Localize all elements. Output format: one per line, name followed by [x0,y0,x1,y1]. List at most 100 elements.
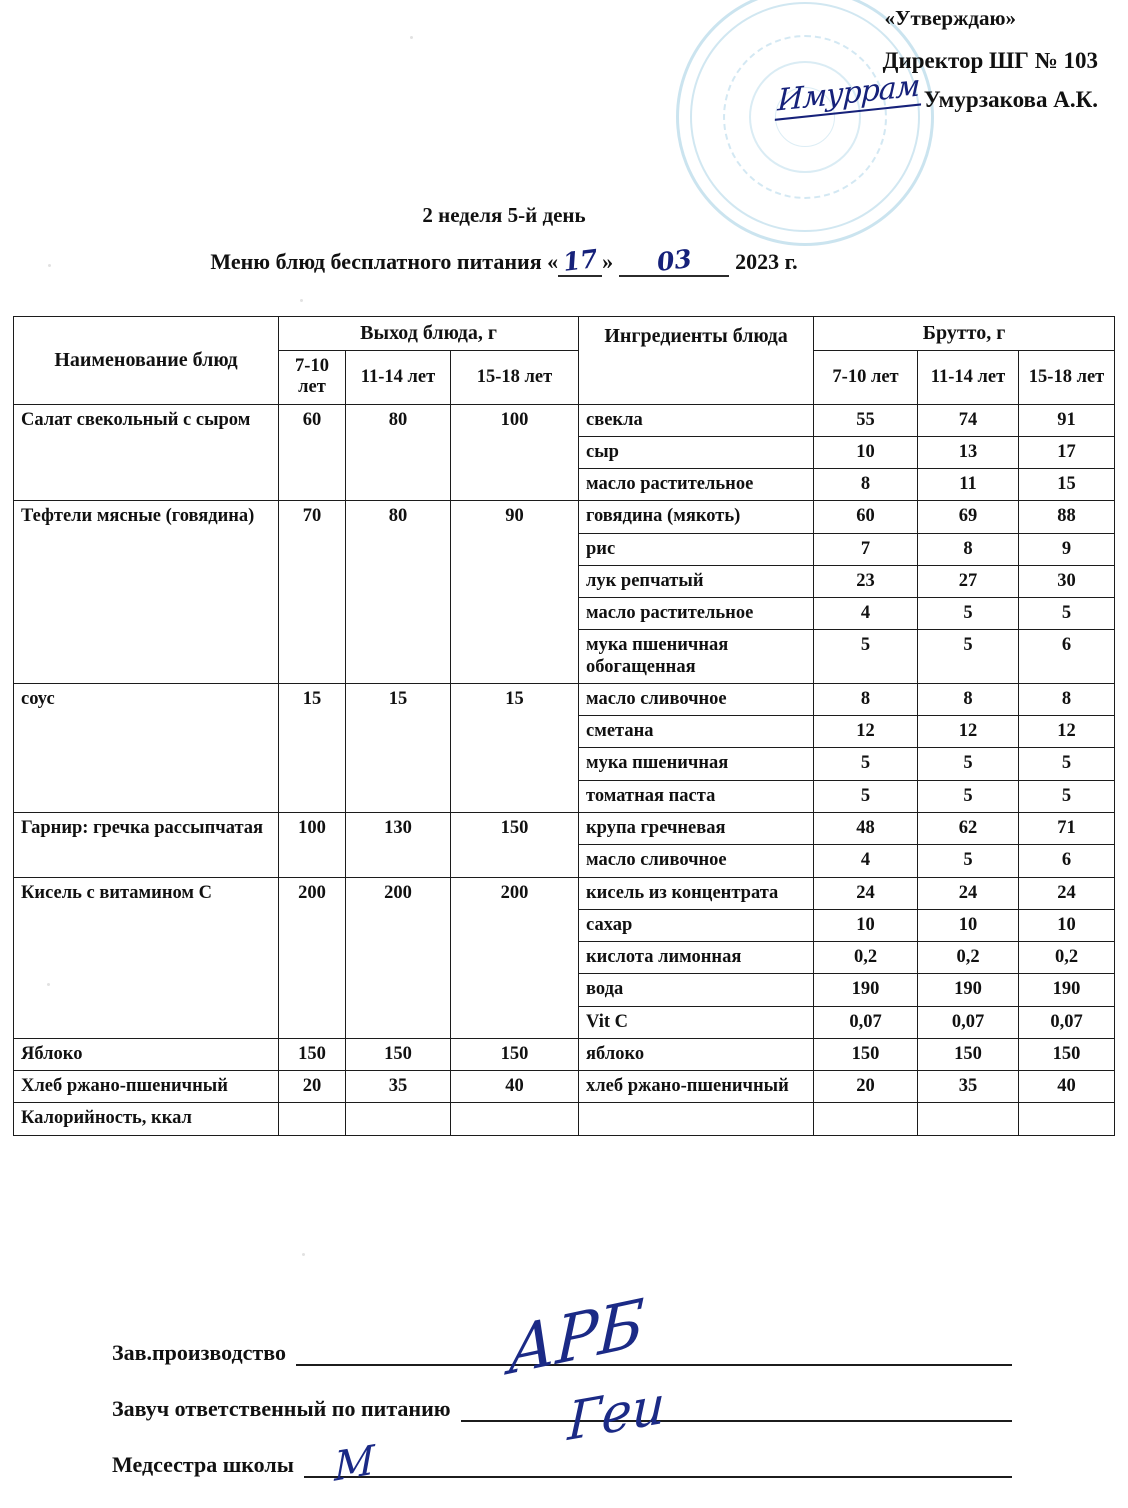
table-row: масло растительное 4 5 5 [14,597,1116,631]
header-gross-age-7-10: 7-10 лет [813,350,919,405]
ingredient-gross-cell: 0,2 [1018,941,1116,975]
ingredient-gross-cell: 5 [813,629,919,684]
signature-line-nurse: Медсестра школы М [112,1437,1012,1491]
scan-speck [410,36,413,39]
ingredient-gross-cell: 5 [917,597,1020,631]
calorie-output-cell [449,1102,580,1136]
ingredient-gross-cell: 190 [813,973,919,1007]
ingredient-gross-cell: 5 [1018,597,1116,631]
ingredient-name-cell: сыр [578,435,815,470]
ingredient-gross-cell: 9 [1018,532,1116,566]
ingredient-name-cell: Vit C [578,1005,815,1039]
header-ingredients: Ингредиенты блюда [578,316,815,405]
ingredient-name-cell: говядина (мякоть) [578,500,815,534]
dish-output-cell: 150 [278,1037,346,1072]
dish-output-cell: 20 [278,1070,346,1104]
ingredient-gross-cell: 8 [813,682,919,717]
dish-output-cell: 15 [345,682,451,813]
ingredient-gross-cell: 71 [1018,811,1116,846]
ingredient-gross-cell: 190 [1018,973,1116,1007]
table-row: сметана 12 12 12 [14,715,1116,749]
ingredient-gross-cell: 7 [813,532,919,566]
ingredient-name-cell: сметана [578,715,815,749]
header-output-group: Выход блюда, г [277,316,580,351]
calorie-total-row: Калорийность, ккал [13,1102,1116,1136]
ingredient-gross-cell: 150 [917,1037,1020,1072]
dish-output-cell: 100 [449,403,580,502]
ingredient-gross-cell: 20 [813,1070,919,1104]
ingredient-gross-cell: 62 [917,811,1020,846]
ingredient-name-cell: свекла [578,403,815,437]
director-name-text: Умурзакова А.К. [923,86,1098,112]
table-row: Салат свекольный с сыром 60 80 100 свекла 55 7… [13,403,1116,502]
director-signature: Имуррам [774,68,922,121]
table-row: рис 7 8 9 [14,532,1116,566]
menu-table: Наименование блюд Выход блюда, г Ингреди… [13,316,1116,1136]
ingredient-gross-cell: 0,07 [917,1005,1020,1039]
ingredient-gross-cell: 8 [917,682,1020,717]
ingredient-name-cell: мука пшеничная [578,747,815,781]
ingredient-gross-cell: 0,07 [813,1005,919,1039]
calorie-ingredient-cell [578,1102,815,1136]
table-row: мука пшеничная обогащенная 5 5 6 [14,629,1116,684]
label-production: Зав.производство [112,1340,286,1365]
table-row: томатная паста 5 5 5 [14,779,1116,813]
table-row: Кисель с витамином С 200 200 200 кисель из к… [13,876,1116,1039]
quote-open: « [547,249,559,274]
ingredient-gross-cell: 8 [813,468,919,502]
dish-name-cell: Хлеб ржано-пшеничный [13,1070,279,1104]
dish-output-cell: 100 [278,811,346,878]
dish-output-cell: 60 [278,403,346,502]
table-header-row-ages: 7-10 лет 11-14 лет 15-18 лет 7-10 лет 11… [14,350,1116,405]
dish-name-cell: Яблоко [13,1037,279,1072]
ingredient-gross-cell: 48 [813,811,919,846]
label-deputy: Завуч ответственный по питанию [112,1396,451,1421]
ingredient-gross-cell: 8 [1018,682,1116,717]
signature-rule-nurse[interactable] [303,1476,1012,1478]
header-output-age-7-10: 7-10 лет [278,350,346,405]
day-blank-field[interactable]: 17 [558,243,603,278]
dish-output-cell: 200 [449,876,580,1039]
ingredient-gross-cell: 5 [813,747,919,781]
header-gross-age-15-18: 15-18 лет [1018,350,1116,405]
ingredient-name-cell: крупа гречневая [578,811,815,846]
signature-rule-production[interactable] [295,1364,1012,1366]
dish-name-cell: Гарнир: гречка рассыпчатая [13,811,279,878]
ingredient-gross-cell: 5 [917,844,1020,878]
ingredient-gross-cell: 4 [813,844,919,878]
ingredient-gross-cell: 4 [813,597,919,631]
ingredient-gross-cell: 5 [917,629,1020,684]
ingredient-name-cell: масло сливочное [578,844,815,878]
ingredient-gross-cell: 12 [917,715,1020,749]
signature-line-production: Зав.производство АРБ [112,1285,1012,1391]
ingredient-name-cell: вода [578,973,815,1007]
calorie-gross-cell [917,1102,1020,1136]
header-dish-name: Наименование блюд [13,316,279,405]
dish-output-cell: 130 [345,811,451,878]
dish-output-cell: 200 [278,876,346,1039]
signature-line-deputy: Завуч ответственный по питанию Геи [112,1375,1012,1453]
ingredient-gross-cell: 0,07 [1018,1005,1116,1039]
scan-speck [300,299,303,302]
dish-output-cell: 70 [278,500,346,684]
ingredient-gross-cell: 5 [1018,779,1116,813]
director-title: Директор ШГ № 103 [882,48,1098,73]
ingredient-gross-cell: 10 [917,908,1020,943]
dish-name-cell: Салат свекольный с сыром [13,403,279,502]
signature-nurse-mark: М [334,1437,375,1491]
day-handwritten-value: 17 [561,243,600,278]
ingredient-gross-cell: 24 [1018,876,1116,910]
ingredient-name-cell: хлеб ржано-пшеничный [578,1070,815,1104]
dish-output-cell: 90 [449,500,580,684]
director-name-row: Имуррам Умурзакова А.К. [774,68,1098,121]
dish-output-cell: 150 [345,1037,451,1072]
ingredient-gross-cell: 5 [917,779,1020,813]
ingredient-gross-cell: 0,2 [917,941,1020,975]
menu-table-body: Салат свекольный с сыром 60 80 100 свекла 55 7… [13,403,1116,1136]
month-blank-field[interactable]: 03 [619,244,730,277]
signature-rule-deputy[interactable] [460,1420,1012,1422]
scan-speck [47,983,50,986]
page-title: Меню блюд бесплатного питания «17» 03 2023… [0,243,1008,278]
scan-speck [302,1253,305,1256]
ingredient-gross-cell: 5 [1018,747,1116,781]
